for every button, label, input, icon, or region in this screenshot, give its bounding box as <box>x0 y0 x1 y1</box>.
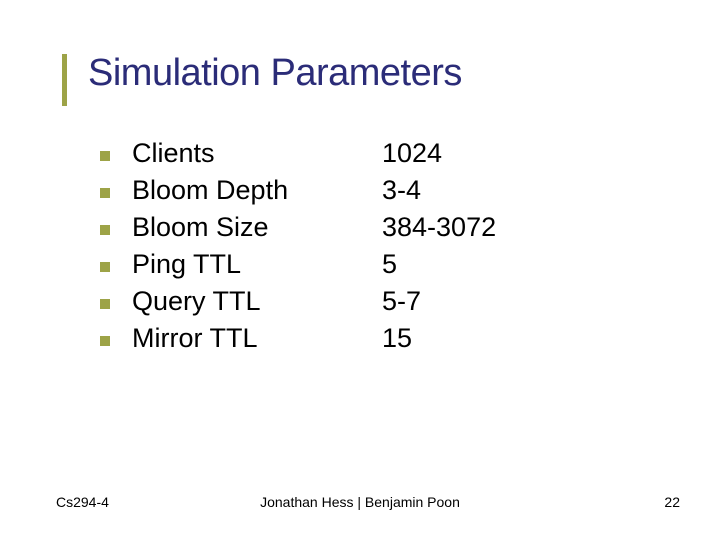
param-label: Mirror TTL <box>132 323 382 354</box>
list-item: Query TTL 5-7 <box>100 286 620 317</box>
param-label: Bloom Depth <box>132 175 382 206</box>
bullet-icon <box>100 151 110 161</box>
bullet-icon <box>100 299 110 309</box>
param-label: Clients <box>132 138 382 169</box>
param-label: Bloom Size <box>132 212 382 243</box>
list-item: Ping TTL 5 <box>100 249 620 280</box>
param-value: 3-4 <box>382 175 421 206</box>
title-accent-bar <box>62 54 67 106</box>
parameters-list: Clients 1024 Bloom Depth 3-4 Bloom Size … <box>100 138 620 360</box>
param-label: Ping TTL <box>132 249 382 280</box>
footer-page-number: 22 <box>664 494 680 510</box>
param-value: 15 <box>382 323 412 354</box>
slide-title: Simulation Parameters <box>88 52 462 95</box>
list-item: Bloom Size 384-3072 <box>100 212 620 243</box>
bullet-icon <box>100 188 110 198</box>
footer-center: Jonathan Hess | Benjamin Poon <box>0 494 720 510</box>
param-value: 5 <box>382 249 397 280</box>
param-value: 5-7 <box>382 286 421 317</box>
list-item: Mirror TTL 15 <box>100 323 620 354</box>
list-item: Bloom Depth 3-4 <box>100 175 620 206</box>
param-value: 384-3072 <box>382 212 496 243</box>
param-label: Query TTL <box>132 286 382 317</box>
list-item: Clients 1024 <box>100 138 620 169</box>
bullet-icon <box>100 262 110 272</box>
bullet-icon <box>100 336 110 346</box>
param-value: 1024 <box>382 138 442 169</box>
slide: Simulation Parameters Clients 1024 Bloom… <box>0 0 720 540</box>
bullet-icon <box>100 225 110 235</box>
